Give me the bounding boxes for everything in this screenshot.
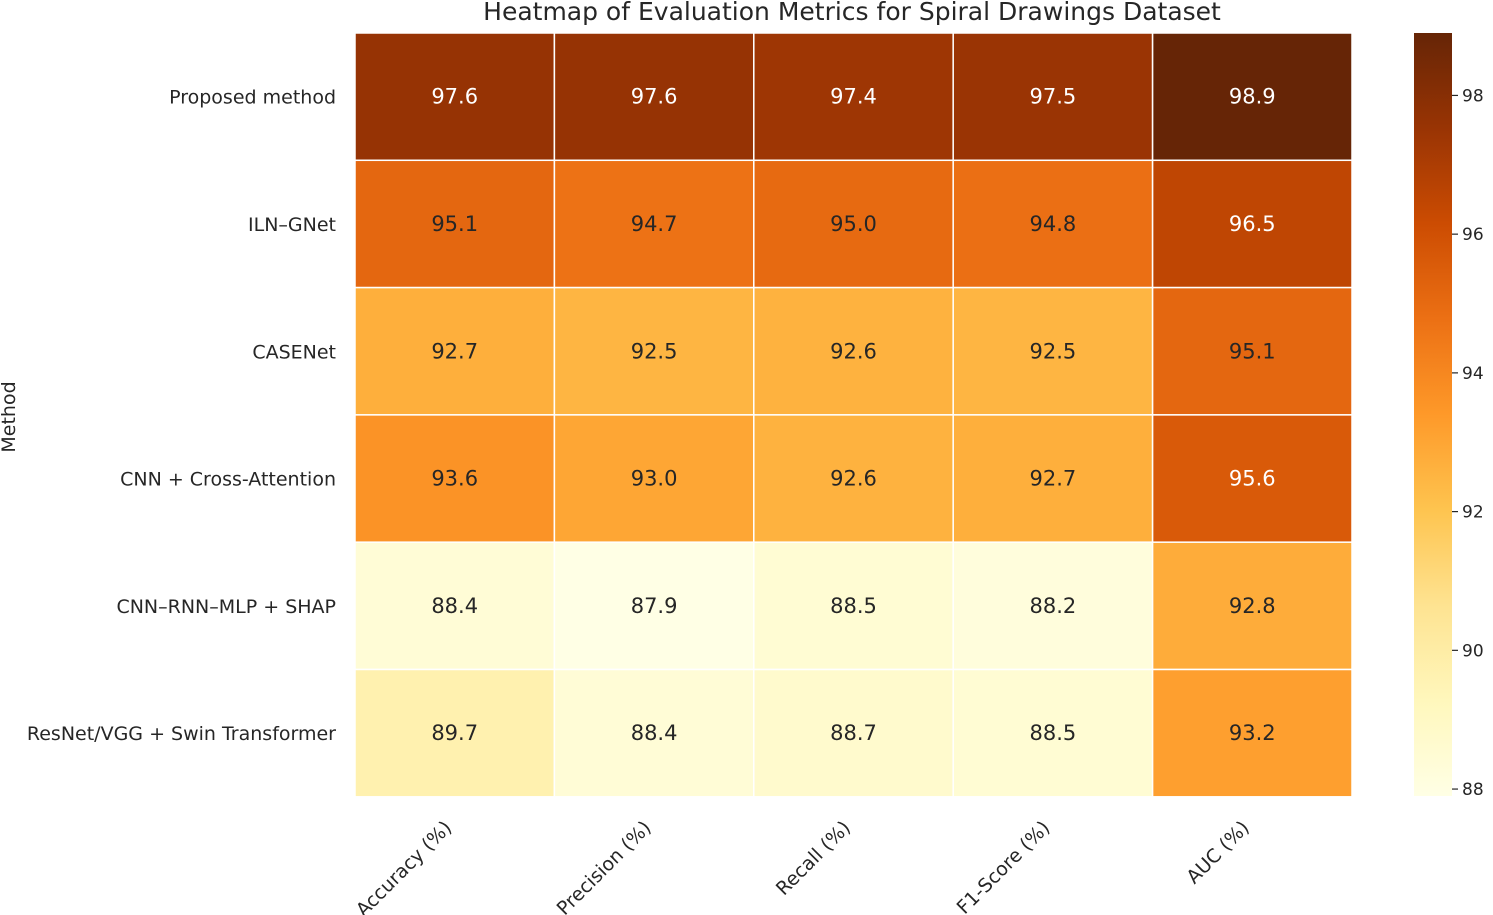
column-label: Accuracy (%) [352,817,456,915]
cell-value-label: 94.8 [1030,212,1077,236]
row-label: Proposed method [169,87,336,109]
y-axis-label: Method [0,381,20,452]
cell-value-label: 93.0 [631,467,678,491]
cell-value-label: 92.7 [1030,467,1077,491]
cell-value-label: 88.4 [431,594,478,618]
heatmap-cell [753,159,954,289]
cell-value-label: 89.7 [431,721,478,745]
heatmap-cell [354,159,556,289]
row-label: ResNet/VGG + Swin Transformer [27,723,336,745]
colorbar: 88 90 92 94 96 98 [1414,33,1484,800]
heatmap-cell [1151,541,1353,671]
heatmap-cell [1151,286,1353,416]
row-label: CNN–RNN–MLP + SHAP [116,596,336,618]
cell-value-label: 92.8 [1229,594,1276,618]
cell-value-label: 98.9 [1229,85,1276,109]
cell-value-label: 88.4 [631,721,678,745]
column-label: F1-Score (%) [953,817,1055,915]
colorbar-tick-label: 96 [1462,225,1484,245]
heatmap-cell [553,414,755,543]
heatmap-cell [952,286,1154,416]
heatmap-cell [952,32,1154,162]
heatmap-cell [753,668,954,798]
cell-value-label: 95.6 [1229,467,1276,491]
cell-value-label: 97.4 [830,85,877,109]
cell-value-label: 87.9 [631,594,678,618]
colorbar-gradient [1414,33,1452,796]
cell-value-label: 97.6 [431,85,478,109]
heatmap-cell [1151,159,1353,289]
column-label: Recall (%) [772,817,855,900]
heatmap-cell [952,668,1154,798]
colorbar-tick-label: 98 [1462,86,1484,106]
heatmap-cell [354,414,556,543]
heatmap-cell [354,32,556,162]
heatmap-cell [1151,668,1353,798]
heatmap-cells: 97.6 97.6 97.4 97.5 98.9 95.1 94.7 95.0 94.8 96.5… [354,32,1353,798]
cell-value-label: 92.6 [830,339,877,363]
heatmap-cell [553,286,755,416]
column-label: AUC (%) [1182,817,1253,888]
heatmap-cell [753,541,954,671]
row-label: CNN + Cross-Attention [120,469,336,491]
cell-value-label: 95.1 [1229,339,1276,363]
column-labels: Accuracy (%) Precision (%) Recall (%) F1-Sc… [352,817,1254,915]
cell-value-label: 95.0 [830,212,877,236]
cell-value-label: 93.6 [431,467,478,491]
heatmap-cell [1151,414,1353,543]
cell-value-label: 92.6 [830,467,877,491]
colorbar-tick-label: 88 [1462,780,1484,800]
cell-value-label: 93.2 [1229,721,1276,745]
cell-value-label: 95.1 [431,212,478,236]
heatmap-cell [753,414,954,543]
heatmap-cell [753,32,954,162]
colorbar-tick-label: 90 [1462,641,1484,661]
row-label: ILN–GNet [248,214,336,236]
heatmap-cell [553,32,755,162]
heatmap-cell [952,414,1154,543]
heatmap-cell [753,286,954,416]
cell-value-label: 88.5 [830,594,877,618]
column-label: Precision (%) [553,817,656,915]
colorbar-tick-label: 92 [1462,503,1484,523]
heatmap-cell [553,668,755,798]
cell-value-label: 97.5 [1030,85,1077,109]
cell-value-label: 92.5 [1030,339,1077,363]
cell-value-label: 88.7 [830,721,877,745]
cell-value-label: 88.2 [1030,594,1077,618]
cell-value-label: 96.5 [1229,212,1276,236]
colorbar-tick-label: 94 [1462,364,1484,384]
row-labels: Proposed method ILN–GNet CASENet CNN + Cros… [27,87,336,746]
cell-value-label: 92.5 [631,339,678,363]
row-label: CASENet [252,341,336,363]
heatmap-cell [1151,32,1353,162]
heatmap-cell [354,541,556,671]
heatmap-cell [553,541,755,671]
cell-value-label: 88.5 [1030,721,1077,745]
cell-value-label: 97.6 [631,85,678,109]
cell-value-label: 94.7 [631,212,678,236]
chart-title: Heatmap of Evaluation Metrics for Spiral… [483,0,1221,26]
cell-value-label: 92.7 [431,339,478,363]
